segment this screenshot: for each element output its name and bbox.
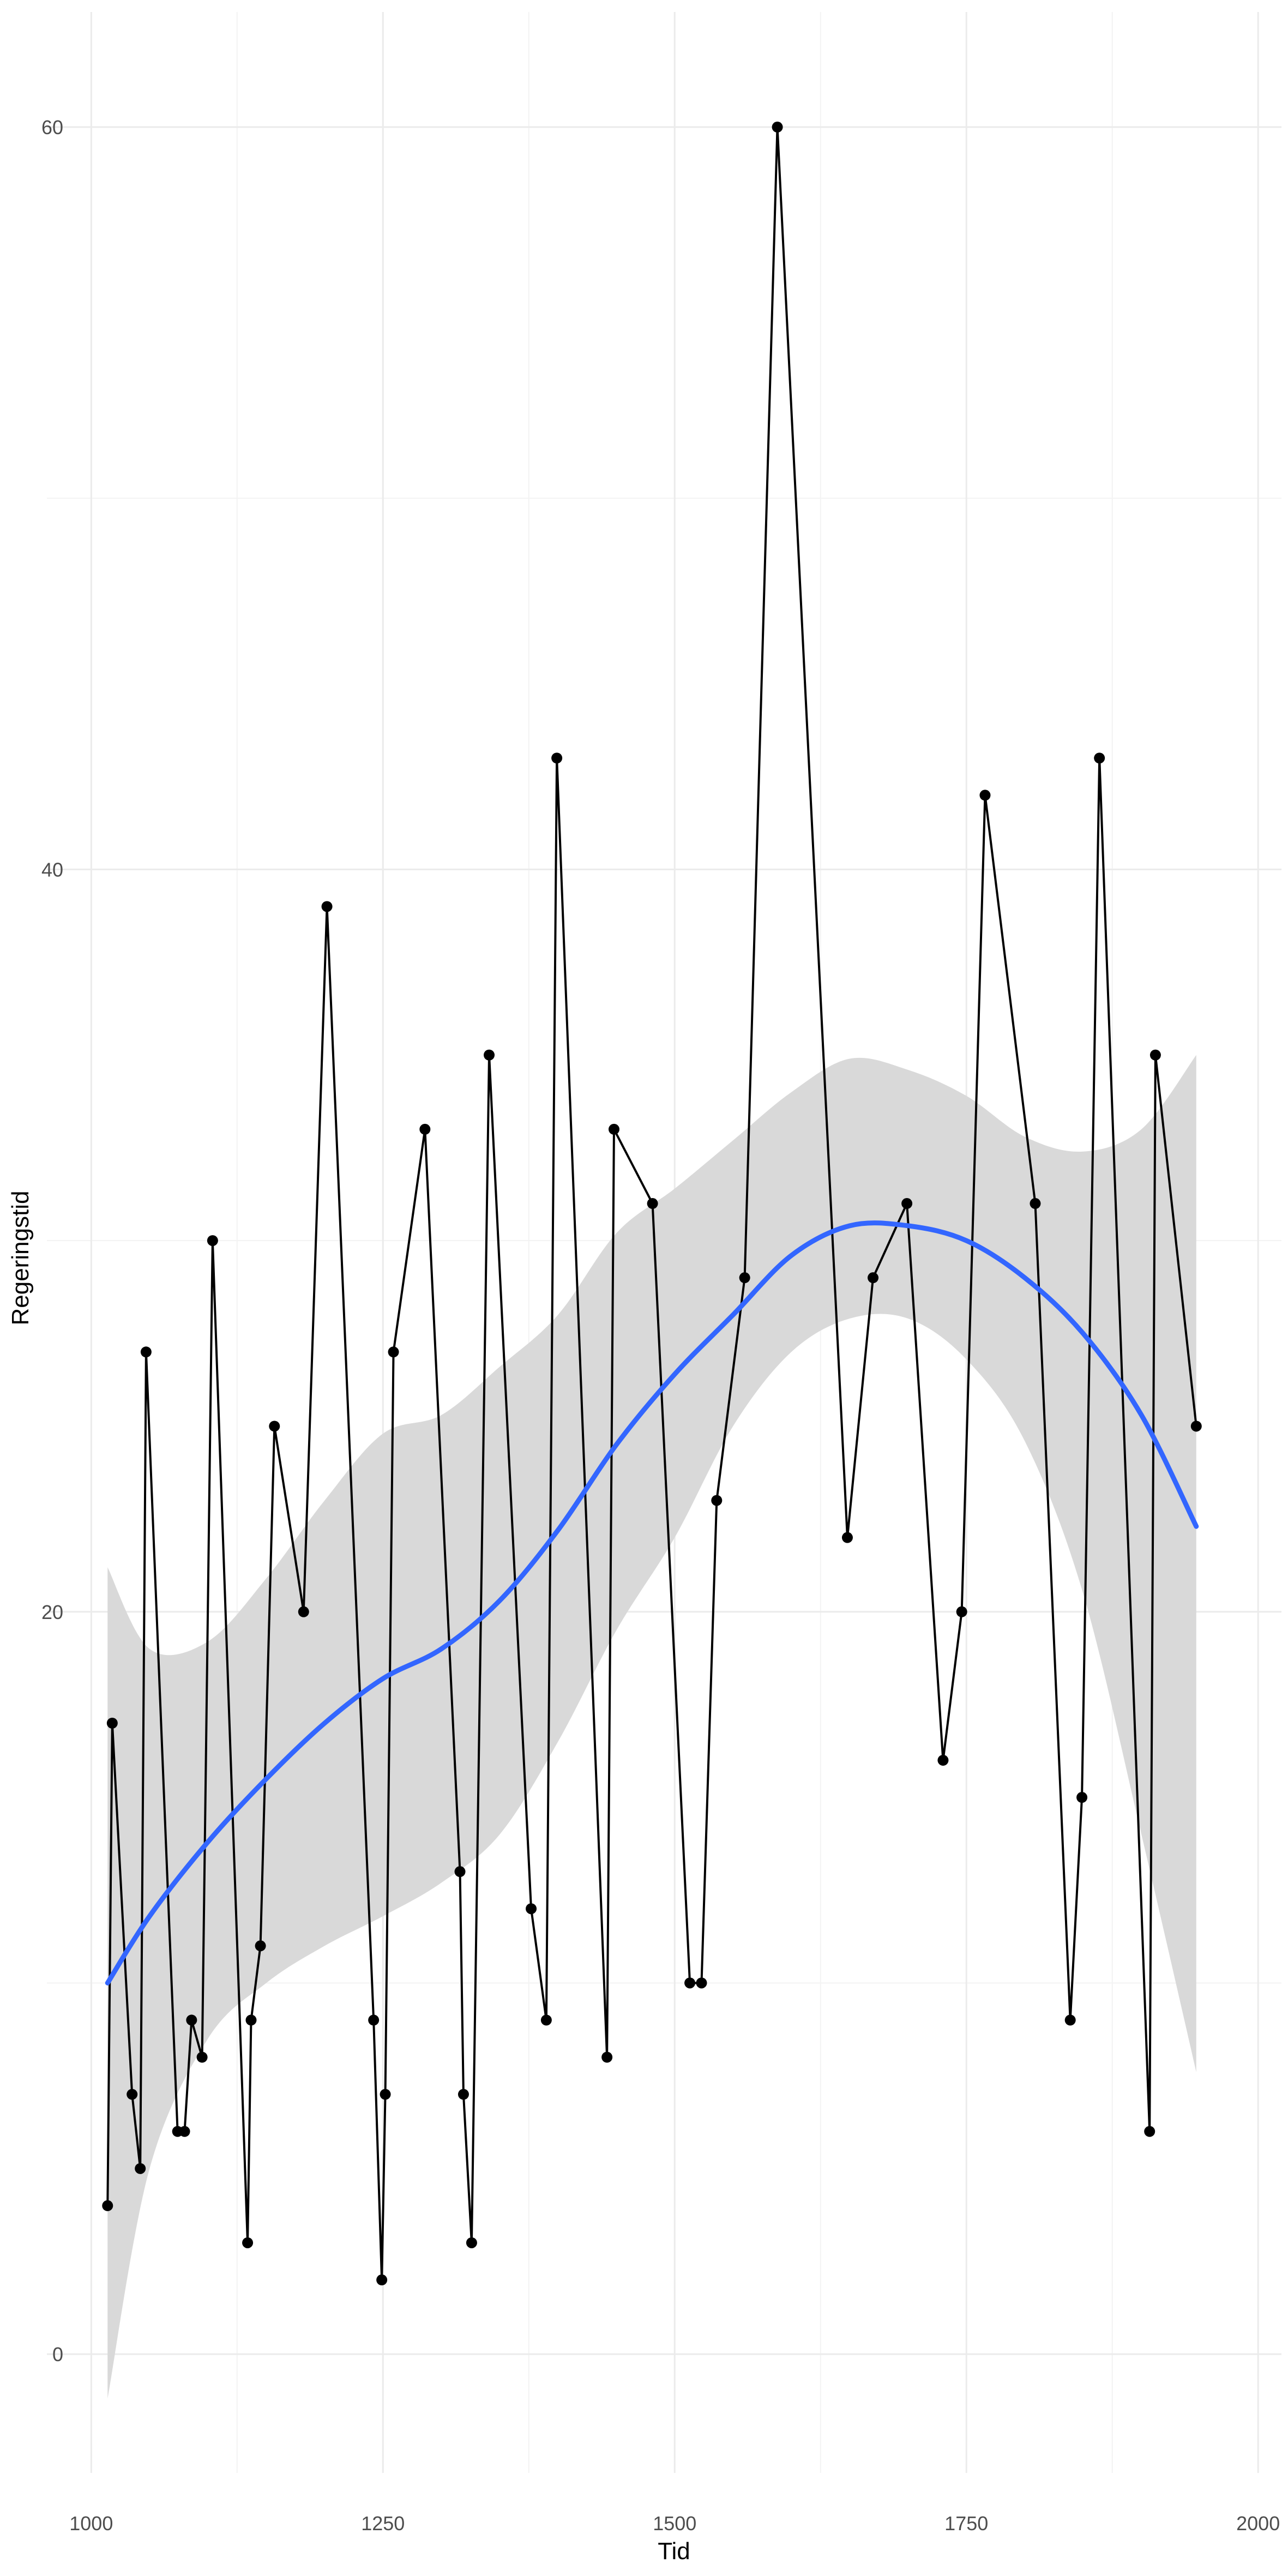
x-tick-label: 1000 — [69, 2512, 113, 2535]
smooth-line — [105, 1220, 1199, 1985]
y-axis-ticks: 0 20 40 60 — [41, 116, 63, 2366]
data-point — [179, 2126, 190, 2137]
data-point — [1149, 1049, 1161, 1061]
data-point — [388, 1346, 399, 1358]
data-point — [1076, 1792, 1088, 1803]
data-point — [140, 1346, 152, 1358]
data-point — [956, 1606, 967, 1617]
x-axis-title: Tid — [658, 2538, 690, 2565]
x-tick-label: 1250 — [361, 2512, 405, 2535]
data-point — [321, 901, 333, 912]
y-axis-title: Regeringstid — [7, 1190, 34, 1325]
data-point — [196, 2051, 208, 2063]
data-point — [102, 2200, 113, 2211]
data-point — [484, 1049, 495, 1061]
data-point — [901, 1198, 913, 1209]
data-point — [841, 1532, 853, 1543]
data-point — [551, 753, 563, 764]
data-point — [1144, 2126, 1155, 2137]
data-point — [696, 1977, 707, 1989]
data-point — [608, 1123, 619, 1135]
data-point — [540, 2014, 552, 2026]
data-point — [979, 790, 991, 801]
data-point — [1064, 2014, 1076, 2026]
data-point — [466, 2237, 477, 2248]
data-point — [937, 1755, 949, 1766]
data-point — [1030, 1198, 1041, 1209]
y-tick-label: 0 — [52, 2343, 63, 2366]
x-axis-ticks: 1000 1250 1500 1750 2000 — [69, 2512, 1280, 2535]
data-point — [684, 1977, 696, 1989]
data-point — [298, 1606, 309, 1617]
data-point — [380, 2089, 391, 2100]
x-tick-label: 1750 — [944, 2512, 988, 2535]
x-tick-label: 2000 — [1236, 2512, 1280, 2535]
data-point — [1190, 1421, 1202, 1432]
data-point — [454, 1866, 466, 1877]
x-tick-label: 1500 — [653, 2512, 696, 2535]
data-point — [526, 1903, 537, 1915]
data-point — [772, 122, 783, 133]
data-point — [376, 2274, 388, 2286]
data-point — [868, 1272, 879, 1284]
data-point — [647, 1198, 658, 1209]
data-points-layer — [102, 122, 1202, 2286]
y-tick-label: 20 — [41, 1601, 63, 1623]
data-point — [255, 1940, 266, 1952]
data-point — [368, 2014, 380, 2026]
data-point — [269, 1421, 280, 1432]
data-point — [106, 1717, 118, 1729]
data-point — [245, 2014, 257, 2026]
data-point — [458, 2089, 469, 2100]
y-tick-label: 40 — [41, 858, 63, 881]
data-point — [207, 1235, 218, 1247]
major-gridlines — [47, 12, 1281, 2473]
data-point — [419, 1123, 431, 1135]
data-point — [135, 2163, 146, 2174]
data-point — [242, 2237, 254, 2248]
data-point — [1094, 753, 1105, 764]
data-point — [711, 1495, 723, 1506]
data-point — [601, 2051, 613, 2063]
smooth-line-layer — [105, 1220, 1199, 1985]
data-point — [127, 2089, 138, 2100]
y-tick-label: 60 — [41, 116, 63, 139]
data-point — [739, 1272, 750, 1284]
data-point — [186, 2014, 197, 2026]
confidence-band — [107, 1055, 1196, 2399]
confidence-band-layer — [107, 1055, 1196, 2399]
